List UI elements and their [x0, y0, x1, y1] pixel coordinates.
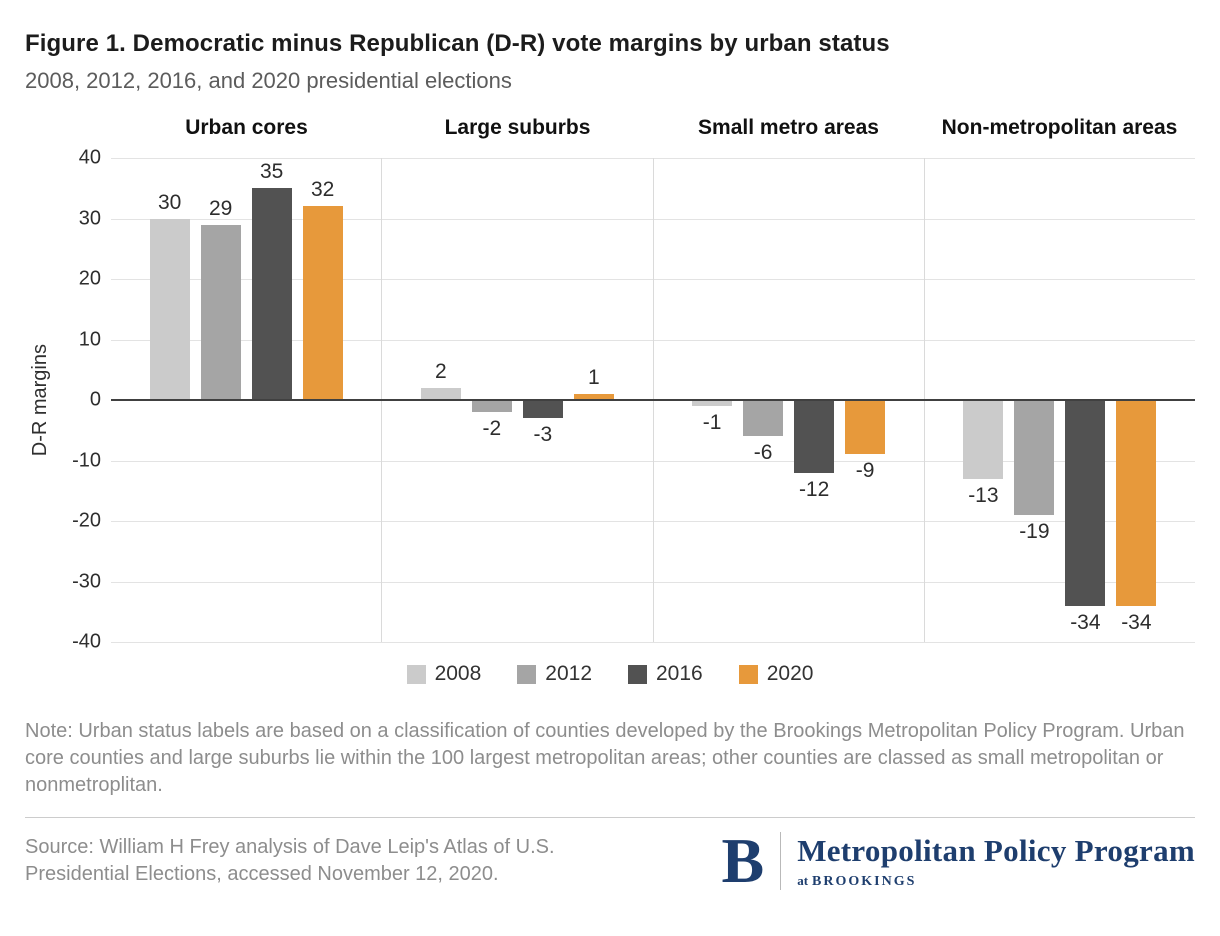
bar-value-label: -34: [1121, 610, 1152, 634]
note-text: Note: Urban status labels are based on a…: [25, 720, 1185, 796]
bar: [420, 387, 461, 400]
bar: [522, 400, 563, 419]
logo-divider: [780, 832, 782, 890]
legend-item: 2012: [517, 662, 592, 686]
legend-label: 2016: [656, 662, 703, 685]
panel-header-urban-cores: Urban cores: [185, 116, 308, 139]
legend-label: 2020: [766, 662, 814, 685]
plot-area: 30 29 35 32 2 -2 -3 1 -1 -6 -12 -9 -13 -19 -34 -34: [111, 158, 1195, 643]
panel-header-small-metro: Small metro areas: [698, 116, 879, 139]
bar: [1014, 400, 1055, 515]
panels: 30 29 35 32 2 -2 -3 1 -1 -6 -12 -9 -13 -19 -34 -34: [111, 158, 1195, 642]
bar: [471, 400, 512, 413]
chart-legend: 2008 2012 2016 2020: [25, 662, 1195, 686]
bar: [302, 206, 343, 400]
y-tick-label: -20: [72, 509, 101, 532]
y-tick-label: 10: [78, 328, 101, 350]
footer-divider: [25, 817, 1195, 818]
y-tick-label: 20: [78, 267, 101, 290]
bar-value-label: -6: [753, 441, 773, 465]
legend-item: 2008: [406, 662, 482, 686]
bar-value-label: 1: [588, 365, 600, 389]
bar-chart: D-R margins 40 30 20 10 0 -10 -20 -30 -40 Urban …: [25, 116, 1195, 653]
bar-value-label: 30: [157, 190, 182, 214]
bar: [794, 400, 835, 473]
zero-line: [111, 399, 1195, 401]
brookings-b-icon: B: [721, 825, 765, 897]
bar-value-label: -34: [1070, 610, 1101, 634]
bar: [200, 224, 241, 400]
bar: [149, 218, 190, 400]
y-axis-label: D-R margins: [28, 343, 51, 457]
y-axis: 40 30 20 10 0 -10 -20 -30 -40: [55, 147, 111, 653]
bar-value-label: -13: [968, 483, 999, 507]
bar: [251, 188, 292, 400]
y-tick-label: -10: [72, 449, 101, 471]
bar: [692, 400, 733, 407]
panel-header-non-metro: Non-metropolitan areas: [941, 116, 1178, 139]
legend-swatch: [406, 664, 426, 684]
legend-label: 2012: [545, 662, 592, 685]
panel-headers: Urban cores Large suburbs Small metro ar…: [111, 116, 1195, 158]
bar: [845, 400, 886, 455]
logo-org-name: BROOKINGS: [812, 873, 917, 889]
bar-value-label: -3: [533, 423, 553, 447]
bar-value-label: 35: [259, 160, 284, 184]
footer: Source: William H Frey analysis of Dave …: [25, 818, 1195, 908]
bar: [963, 400, 1004, 479]
panel-header-large-suburbs: Large suburbs: [444, 116, 591, 139]
panel: -1 -6 -12 -9: [654, 158, 925, 642]
bar: [743, 400, 784, 437]
bar-value-label: 32: [310, 178, 335, 202]
y-tick-label: 40: [78, 146, 101, 169]
panel: 30 29 35 32: [111, 158, 383, 642]
legend-label: 2008: [434, 662, 482, 685]
gridline: [111, 642, 1195, 643]
figure-subtitle: 2008, 2012, 2016, and 2020 presidential …: [25, 68, 512, 93]
legend-swatch: [738, 664, 758, 684]
bar-value-label: 2: [435, 359, 447, 383]
bar-value-label: -2: [482, 417, 502, 441]
logo-at: at: [797, 872, 809, 888]
panel: -13 -19 -34 -34: [925, 158, 1195, 642]
y-tick-label: 30: [78, 207, 101, 229]
legend-swatch: [517, 664, 537, 684]
legend-swatch: [628, 664, 647, 684]
figure-title: Figure 1. Democratic minus Republican (D…: [25, 30, 890, 57]
bar: [573, 393, 614, 400]
source-text: Source: William H Frey analysis of Dave …: [25, 836, 555, 885]
bar-value-label: -1: [702, 411, 722, 435]
bar: [1065, 400, 1106, 606]
bar-value-label: -12: [798, 477, 830, 501]
y-tick-label: -40: [72, 630, 101, 653]
bar-value-label: 29: [208, 196, 233, 220]
legend-item: 2016: [628, 662, 703, 686]
bar: [1116, 400, 1157, 606]
bar-value-label: -9: [855, 459, 875, 483]
bar-value-label: -19: [1019, 519, 1050, 543]
legend-item: 2020: [738, 662, 814, 686]
logo-program-name: Metropolitan Policy Program: [797, 832, 1195, 868]
brookings-logo: B Metropolitan Policy Program at BROOKING…: [721, 825, 1196, 897]
y-tick-label: -30: [72, 570, 101, 592]
y-tick-label: 0: [89, 388, 101, 411]
